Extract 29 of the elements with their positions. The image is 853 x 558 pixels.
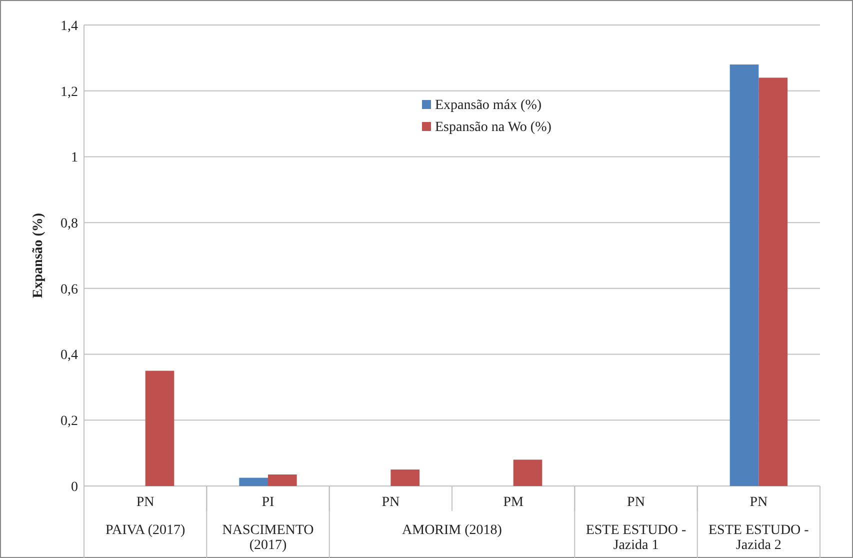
text: ESTE ESTUDO - Jazida 1 <box>586 523 686 553</box>
bar <box>513 460 542 486</box>
y-tick-label: 1,2 <box>60 84 78 100</box>
x-tick-label: PI <box>262 495 275 510</box>
legend-label: Expansão máx (%) <box>435 98 542 113</box>
bar <box>390 470 420 486</box>
bar <box>730 64 759 486</box>
legend-label: Espansão na Wo (%) <box>435 120 552 135</box>
bar <box>758 78 788 486</box>
y-axis-title: Expansão (%) <box>31 212 46 298</box>
x-tick-label: PN <box>627 495 645 510</box>
x-tick-label: PN <box>136 495 154 510</box>
y-tick-label: 0,2 <box>60 414 78 430</box>
y-tick-label: 0,4 <box>60 348 78 364</box>
y-tick-label: 1 <box>71 150 78 166</box>
y-tick-label: 1,4 <box>60 18 78 34</box>
x-tick-label: PN <box>382 495 400 510</box>
bar <box>239 478 268 486</box>
text: ESTE ESTUDO - Jazida 2 <box>708 523 810 553</box>
y-tick-label: 0,8 <box>60 216 78 232</box>
y-tick-label: 0 <box>71 480 78 495</box>
text: AMORIM (2018) <box>402 523 502 538</box>
bar <box>268 474 297 486</box>
bar <box>145 370 174 486</box>
text: PAIVA (2017) <box>105 523 186 538</box>
x-tick-label: PN <box>750 495 768 510</box>
x-tick-label: PM <box>503 495 524 510</box>
text: NASCIMENTO (2017) <box>222 523 314 553</box>
y-tick-label: 0,6 <box>60 282 78 298</box>
